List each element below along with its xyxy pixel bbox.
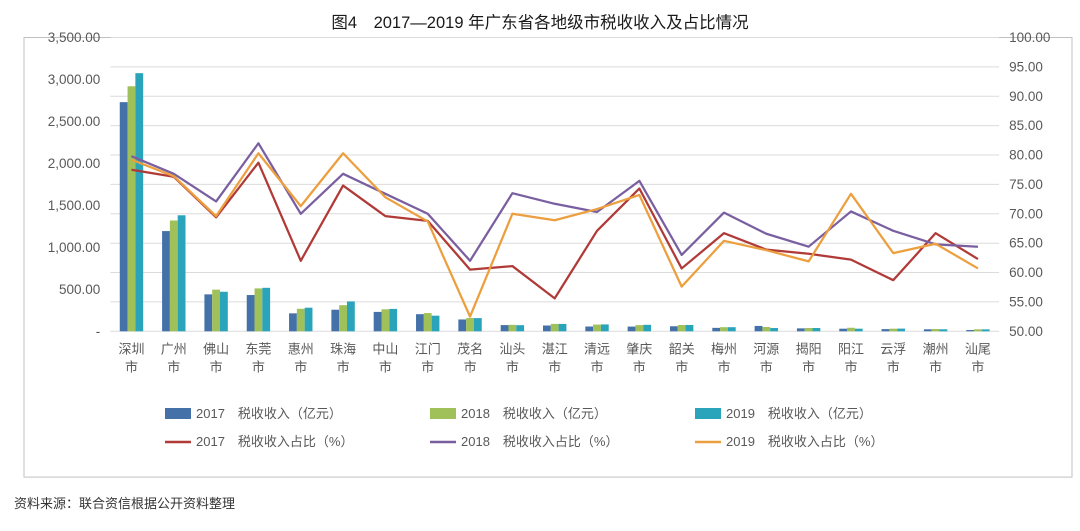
svg-text:70.00: 70.00 <box>1009 206 1043 221</box>
svg-text:市: 市 <box>844 359 857 374</box>
svg-text:云浮: 云浮 <box>880 341 906 356</box>
svg-text:茂名: 茂名 <box>457 341 483 356</box>
svg-text:揭阳: 揭阳 <box>796 341 822 356</box>
svg-text:市: 市 <box>760 359 773 374</box>
svg-text:2018 税收收入占比（%）: 2018 税收收入占比（%） <box>461 434 618 449</box>
svg-text:市: 市 <box>506 359 519 374</box>
svg-text:市: 市 <box>802 359 815 374</box>
svg-text:中山: 中山 <box>372 341 398 356</box>
svg-text:60.00: 60.00 <box>1009 265 1043 280</box>
svg-text:95.00: 95.00 <box>1009 59 1043 74</box>
svg-text:3,500.00: 3,500.00 <box>48 30 101 45</box>
svg-text:市: 市 <box>590 359 603 374</box>
svg-text:佛山: 佛山 <box>203 341 229 356</box>
svg-text:75.00: 75.00 <box>1009 177 1043 192</box>
svg-text:2017 税收收入（亿元）: 2017 税收收入（亿元） <box>196 406 342 421</box>
svg-text:市: 市 <box>971 359 984 374</box>
svg-text:2019 税收收入（亿元）: 2019 税收收入（亿元） <box>726 406 872 421</box>
svg-text:市: 市 <box>675 359 688 374</box>
svg-text:80.00: 80.00 <box>1009 148 1043 163</box>
svg-text:-: - <box>96 324 101 339</box>
svg-text:55.00: 55.00 <box>1009 294 1043 309</box>
svg-text:500.00: 500.00 <box>59 282 100 297</box>
svg-text:100.00: 100.00 <box>1009 30 1050 45</box>
svg-text:市: 市 <box>125 359 138 374</box>
svg-text:深圳: 深圳 <box>118 341 144 356</box>
svg-text:90.00: 90.00 <box>1009 89 1043 104</box>
svg-text:肇庆: 肇庆 <box>626 341 652 356</box>
svg-text:广州: 广州 <box>161 341 187 356</box>
svg-text:市: 市 <box>337 359 350 374</box>
svg-text:2,500.00: 2,500.00 <box>48 114 101 129</box>
svg-text:1,500.00: 1,500.00 <box>48 198 101 213</box>
svg-text:2018 税收收入（亿元）: 2018 税收收入（亿元） <box>461 406 607 421</box>
svg-text:汕头: 汕头 <box>499 341 525 356</box>
svg-text:东莞: 东莞 <box>245 341 271 356</box>
svg-text:市: 市 <box>167 359 180 374</box>
svg-text:惠州: 惠州 <box>288 341 314 356</box>
svg-text:市: 市 <box>252 359 265 374</box>
svg-text:市: 市 <box>633 359 646 374</box>
svg-text:清远: 清远 <box>584 341 610 356</box>
svg-text:市: 市 <box>887 359 900 374</box>
svg-text:市: 市 <box>421 359 434 374</box>
svg-text:江门: 江门 <box>415 341 441 356</box>
svg-text:河源: 河源 <box>753 341 779 356</box>
svg-text:市: 市 <box>379 359 392 374</box>
svg-text:3,000.00: 3,000.00 <box>48 72 101 87</box>
svg-text:市: 市 <box>548 359 561 374</box>
svg-text:2017 税收收入占比（%）: 2017 税收收入占比（%） <box>196 434 353 449</box>
svg-text:湛江: 湛江 <box>542 341 568 356</box>
svg-text:汕尾: 汕尾 <box>965 341 991 356</box>
svg-text:1,000.00: 1,000.00 <box>48 240 101 255</box>
svg-text:65.00: 65.00 <box>1009 236 1043 251</box>
svg-text:阳江: 阳江 <box>838 341 864 356</box>
svg-text:珠海: 珠海 <box>330 341 356 356</box>
svg-text:市: 市 <box>717 359 730 374</box>
svg-text:梅州: 梅州 <box>711 341 737 356</box>
svg-text:韶关: 韶关 <box>669 341 695 356</box>
svg-text:50.00: 50.00 <box>1009 324 1043 339</box>
svg-text:市: 市 <box>210 359 223 374</box>
svg-text:潮州: 潮州 <box>923 341 949 356</box>
svg-text:2019 税收收入占比（%）: 2019 税收收入占比（%） <box>726 434 883 449</box>
svg-text:市: 市 <box>294 359 307 374</box>
svg-text:85.00: 85.00 <box>1009 118 1043 133</box>
svg-text:市: 市 <box>929 359 942 374</box>
svg-text:市: 市 <box>464 359 477 374</box>
svg-text:2,000.00: 2,000.00 <box>48 156 101 171</box>
